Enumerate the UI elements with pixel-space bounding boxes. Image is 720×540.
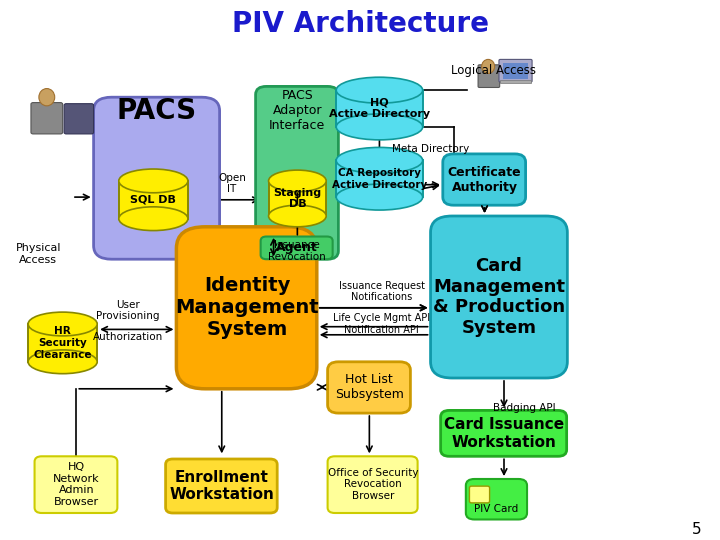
Ellipse shape	[28, 312, 97, 336]
Text: PACS
Adaptor
Interface: PACS Adaptor Interface	[269, 89, 325, 132]
Ellipse shape	[119, 169, 188, 193]
Text: Life Cycle Mgmt API
Notification API: Life Cycle Mgmt API Notification API	[333, 313, 430, 335]
Ellipse shape	[119, 207, 188, 231]
FancyBboxPatch shape	[466, 479, 527, 519]
FancyBboxPatch shape	[35, 456, 117, 513]
FancyBboxPatch shape	[31, 103, 63, 134]
Text: Logical Access: Logical Access	[451, 64, 536, 77]
FancyBboxPatch shape	[328, 456, 418, 513]
Polygon shape	[269, 181, 326, 216]
FancyBboxPatch shape	[64, 104, 94, 134]
Text: Issuance
Revocation: Issuance Revocation	[269, 240, 326, 262]
Text: HQ
Network
Admin
Browser: HQ Network Admin Browser	[53, 462, 99, 507]
Text: Meta Directory: Meta Directory	[392, 144, 469, 153]
Ellipse shape	[269, 205, 326, 227]
Text: Card
Management
& Production
System: Card Management & Production System	[433, 257, 565, 337]
Text: User
Provisioning: User Provisioning	[96, 300, 160, 321]
Text: Certificate
Authority: Certificate Authority	[448, 166, 521, 194]
FancyBboxPatch shape	[478, 65, 500, 87]
Text: PIV Card: PIV Card	[474, 504, 518, 515]
Text: Enrollment
Workstation: Enrollment Workstation	[169, 470, 274, 502]
FancyBboxPatch shape	[499, 59, 532, 82]
Text: Office of Security
Revocation
Browser: Office of Security Revocation Browser	[328, 468, 418, 501]
FancyBboxPatch shape	[94, 97, 220, 259]
Ellipse shape	[336, 147, 423, 173]
FancyBboxPatch shape	[328, 362, 410, 413]
Polygon shape	[119, 181, 188, 219]
Text: Hot List
Subsystem: Hot List Subsystem	[335, 373, 404, 401]
Ellipse shape	[269, 170, 326, 192]
FancyBboxPatch shape	[261, 237, 333, 259]
FancyBboxPatch shape	[256, 86, 338, 259]
Text: Physical
Access: Physical Access	[15, 243, 61, 265]
FancyBboxPatch shape	[176, 227, 317, 389]
Text: SQL DB: SQL DB	[130, 195, 176, 205]
Text: Open
IT: Open IT	[218, 173, 246, 194]
FancyBboxPatch shape	[441, 410, 567, 456]
Ellipse shape	[39, 89, 55, 106]
Text: Identity
Management
System: Identity Management System	[175, 276, 319, 339]
FancyBboxPatch shape	[431, 216, 567, 378]
FancyBboxPatch shape	[469, 486, 490, 503]
Text: CA Repository
Active Directory: CA Repository Active Directory	[332, 168, 427, 190]
Ellipse shape	[336, 77, 423, 103]
Ellipse shape	[336, 184, 423, 210]
Text: Issuance Request
Notifications: Issuance Request Notifications	[338, 281, 425, 302]
Text: HR
Security
Clearance: HR Security Clearance	[33, 326, 92, 360]
Polygon shape	[336, 160, 423, 197]
Text: Badging API: Badging API	[493, 403, 555, 413]
Text: PACS: PACS	[117, 97, 197, 125]
Ellipse shape	[482, 59, 495, 73]
Polygon shape	[28, 324, 97, 362]
FancyBboxPatch shape	[443, 154, 526, 205]
Text: Authorization: Authorization	[93, 333, 163, 342]
Text: Card Issuance
Workstation: Card Issuance Workstation	[444, 417, 564, 450]
Ellipse shape	[336, 114, 423, 140]
Text: Staging
DB: Staging DB	[274, 188, 321, 210]
Text: 5: 5	[692, 522, 702, 537]
Text: HQ
Active Directory: HQ Active Directory	[329, 98, 430, 119]
Polygon shape	[336, 90, 423, 127]
Bar	[500, 80, 531, 83]
Bar	[503, 63, 528, 79]
Text: PIV Architecture: PIV Architecture	[232, 10, 488, 38]
Text: Agent: Agent	[276, 241, 318, 254]
FancyBboxPatch shape	[166, 459, 277, 513]
Ellipse shape	[28, 350, 97, 374]
